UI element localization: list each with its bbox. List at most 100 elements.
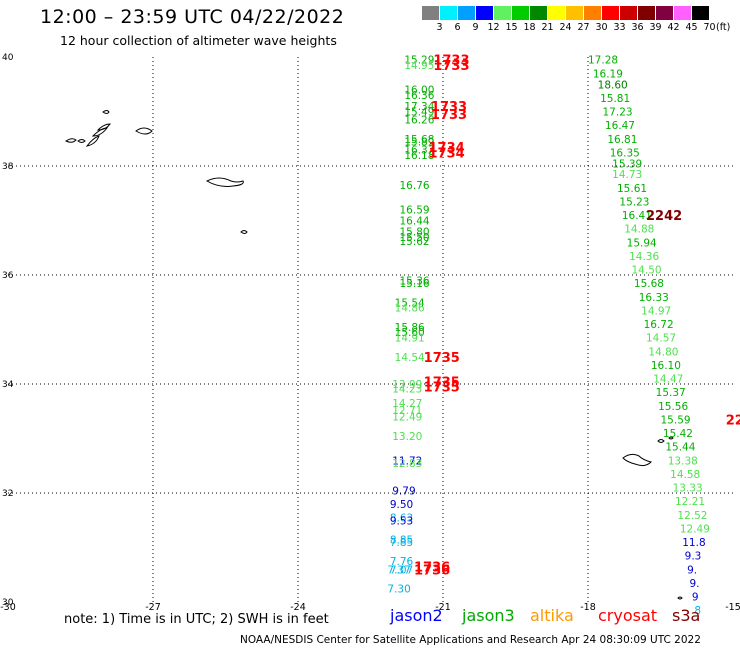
time-label: 1734 [429, 141, 465, 156]
wave-height-label: 16.59 [400, 205, 430, 217]
wave-height-label: 12.83 [392, 458, 422, 470]
wave-height-label: 9. [687, 564, 697, 576]
color-scale-swatch [692, 6, 709, 20]
wave-height-label: 9.50 [390, 499, 413, 511]
island-outline [102, 110, 110, 114]
footer-credit: NOAA/NESDIS Center for Satellite Applica… [240, 634, 701, 646]
color-scale-label: 30 [595, 22, 608, 33]
color-scale-label: 18 [523, 22, 536, 33]
wave-height-label: 15.49 [404, 107, 434, 119]
island-outline [240, 230, 248, 234]
y-tick-label: 38 [2, 162, 14, 172]
time-label: 1735 [424, 375, 460, 390]
island-outline [657, 439, 665, 443]
time-label: 1733 [433, 59, 469, 74]
time-label: 1734 [429, 146, 465, 161]
chart-title: 12:00 – 23:59 UTC 04/22/2022 [40, 6, 345, 28]
color-scale-swatch [548, 6, 565, 20]
time-label: 2242 [646, 209, 682, 224]
color-scale-swatch [440, 6, 457, 20]
wave-height-label: 16.72 [644, 319, 674, 331]
wave-height-label: 9.53 [390, 515, 413, 527]
time-label: 1736 [414, 563, 450, 578]
wave-height-label: 14.95 [404, 60, 434, 72]
wave-height-label: 14.27 [392, 398, 422, 410]
wave-height-label: 12.71 [392, 405, 422, 417]
wave-height-label: 16.10 [651, 360, 681, 372]
color-scale-label: 45 [685, 22, 698, 33]
wave-height-label: 12.21 [675, 496, 705, 508]
legend-entry-jason3: jason3 [462, 606, 515, 625]
wave-height-label: 15.44 [665, 442, 695, 454]
island-outline [85, 135, 100, 147]
color-scale-unit: (ft) [716, 22, 731, 33]
wave-height-label: 15.50 [400, 232, 430, 244]
wave-height-label: 18.60 [598, 79, 628, 91]
wave-height-label: 14.97 [641, 305, 671, 317]
y-tick-label: 40 [2, 53, 14, 63]
wave-height-label: 7.85 [390, 537, 413, 549]
island-outline [677, 596, 683, 600]
wave-height-label: 14.54 [395, 352, 425, 364]
wave-height-label: 16.35 [610, 147, 640, 159]
time-label: 1733 [431, 100, 467, 115]
wave-height-label: 16.76 [400, 180, 430, 192]
color-scale-label: 12 [487, 22, 500, 33]
color-scale-swatch [620, 6, 637, 20]
wave-height-label: 15.23 [619, 196, 649, 208]
time-label: 1733 [431, 108, 467, 123]
wave-height-label: 8 [694, 605, 701, 617]
wave-height-label: 12.49 [392, 412, 422, 424]
island-outline [77, 139, 86, 143]
wave-height-label: 8.63 [390, 513, 413, 525]
wave-height-label: 14.80 [648, 346, 678, 358]
wave-height-label: 14.36 [629, 251, 659, 263]
color-scale-swatch [530, 6, 547, 20]
x-tick-label: -30 [0, 602, 16, 613]
island-outline [205, 177, 244, 187]
wave-height-label: 14.50 [632, 265, 662, 277]
x-tick-label: -15 [725, 602, 740, 613]
y-tick-label: 32 [2, 489, 13, 499]
wave-height-label: 16.81 [607, 134, 637, 146]
wave-height-label: 9. [690, 578, 700, 590]
wave-height-label: 15.39 [612, 158, 642, 170]
island-outline [91, 127, 109, 137]
wave-height-label: 15.56 [658, 401, 688, 413]
wave-height-label: 8.85 [390, 534, 413, 546]
wave-height-label: 15.81 [600, 93, 630, 105]
wave-height-label: 16.41 [622, 210, 652, 222]
wave-height-label: 12.52 [677, 510, 707, 522]
wave-height-label: 15.36 [400, 275, 430, 287]
wave-height-label: 16.47 [605, 120, 635, 132]
wave-height-label: 15.42 [663, 428, 693, 440]
chart-subtitle: 12 hour collection of altimeter wave hei… [60, 33, 337, 48]
wave-height-label: 15.68 [404, 134, 434, 146]
color-scale-swatch [566, 6, 583, 20]
x-tick-label: -27 [145, 602, 161, 613]
wave-height-label: 11.8 [682, 537, 705, 549]
wave-height-label: 14.23 [392, 383, 422, 395]
color-scale-swatch [458, 6, 475, 20]
legend-entry-jason2: jason2 [390, 606, 443, 625]
wave-height-label: 13.33 [673, 483, 703, 495]
wave-height-label: 7.30 [387, 583, 410, 595]
wave-height-label: 14.73 [612, 169, 642, 181]
island-outline [622, 453, 652, 467]
time-label: 1735 [424, 351, 460, 366]
color-scale-label: 42 [667, 22, 680, 33]
wave-height-label: 15.89 [404, 136, 434, 148]
wave-height-label: 14.88 [624, 224, 654, 236]
color-scale-swatch [476, 6, 493, 20]
wave-height-label: 17.28 [588, 55, 618, 67]
x-tick-label: -18 [580, 602, 596, 613]
y-tick-label: 36 [2, 271, 14, 281]
wave-height-label: 15.62 [400, 236, 430, 248]
wave-height-label: 13.99 [392, 379, 422, 391]
wave-height-label: 12.49 [680, 523, 710, 535]
color-scale-label: 24 [559, 22, 572, 33]
wave-height-label: 9.79 [392, 485, 415, 497]
wave-height-label: 11.72 [392, 455, 422, 467]
